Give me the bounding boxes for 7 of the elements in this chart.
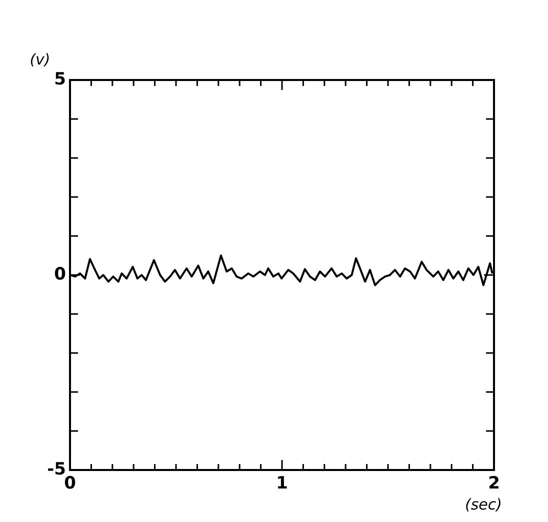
x-tick-label: 2 bbox=[488, 474, 500, 494]
y-tick-label: 5 bbox=[54, 69, 66, 90]
y-axis-title: (v) bbox=[30, 50, 50, 68]
x-tick-label: 1 bbox=[276, 474, 288, 494]
x-axis-title: (sec) bbox=[465, 495, 502, 514]
y-tick-label: 0 bbox=[54, 264, 66, 284]
y-tick-label: -5 bbox=[47, 459, 66, 480]
